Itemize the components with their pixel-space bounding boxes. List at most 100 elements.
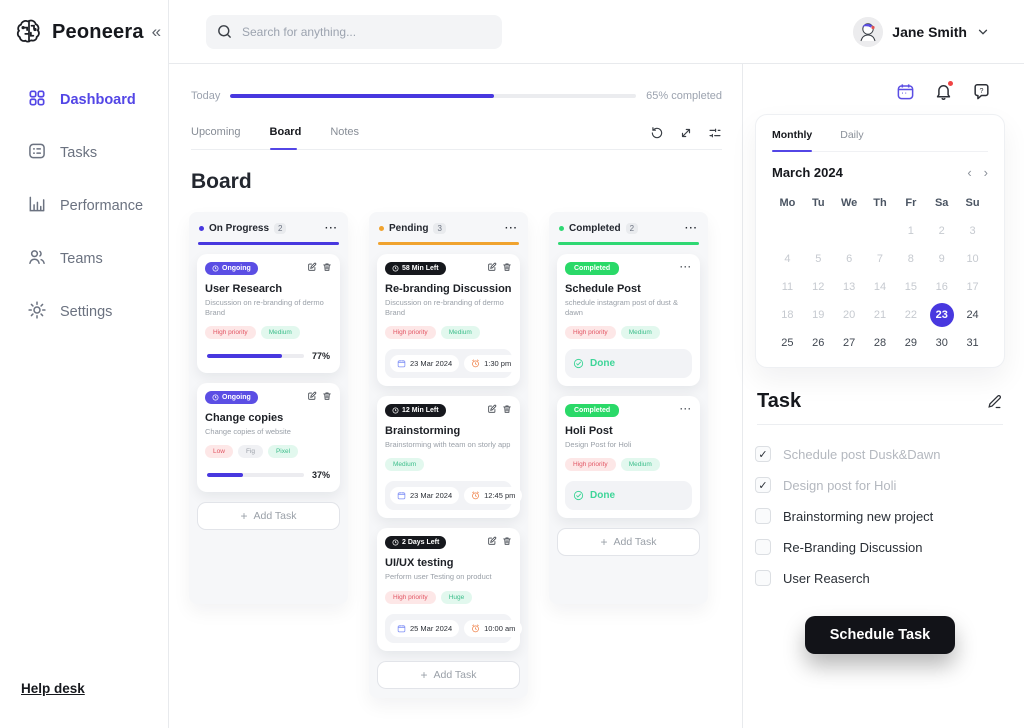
search-input[interactable]	[242, 24, 492, 39]
checkbox-checked[interactable]: ✓	[755, 446, 771, 462]
task-card[interactable]: 12 Min Left Brainstorming Brainstorming …	[377, 396, 523, 519]
delete-icon[interactable]	[502, 262, 512, 272]
calendar-day[interactable]: 30	[935, 336, 948, 349]
calendar-day[interactable]: 12	[812, 280, 825, 293]
user-menu[interactable]: Jane Smith	[853, 16, 990, 47]
add-task-button[interactable]: + Add Task	[197, 502, 340, 531]
calendar-day[interactable]: 31	[966, 336, 979, 349]
next-month-icon[interactable]: ›	[983, 165, 988, 180]
calendar-day[interactable]: 27	[843, 336, 856, 349]
task-card[interactable]: Ongoing Change copies Change copies of w…	[197, 383, 340, 493]
calendar-day[interactable]: 4	[784, 252, 791, 265]
calendar-day[interactable]: 9	[938, 252, 945, 265]
add-task-button[interactable]: + Add Task	[377, 660, 520, 689]
column-more-icon[interactable]: ···	[685, 223, 698, 234]
edit-icon[interactable]	[307, 262, 317, 272]
tab-upcoming[interactable]: Upcoming	[191, 126, 241, 138]
tag-pill: Pixel	[267, 445, 299, 459]
calendar-day[interactable]: 17	[966, 280, 979, 293]
sidebar-collapse-icon[interactable]: «	[151, 22, 162, 41]
calendar-day[interactable]: 3	[969, 224, 976, 237]
prev-month-icon[interactable]: ‹	[967, 165, 972, 180]
bell-icon[interactable]	[934, 81, 953, 101]
sidebar-item-settings[interactable]: Settings	[27, 300, 168, 324]
edit-icon[interactable]	[307, 391, 317, 401]
delete-icon[interactable]	[502, 404, 512, 414]
logo-row: Peoneera «	[0, 0, 168, 64]
task-label: Design post for Holi	[783, 477, 897, 493]
calendar-day[interactable]: 26	[812, 336, 825, 349]
check-circle-icon	[573, 359, 584, 369]
task-card[interactable]: 58 Min Left Re-branding Discussion Discu…	[377, 254, 520, 387]
search-box[interactable]	[206, 14, 502, 49]
calendar-day[interactable]: 10	[966, 252, 979, 265]
calendar-day[interactable]: 7	[876, 252, 884, 265]
column-header: Completed 2 ···	[557, 221, 700, 234]
card-title: Change copies	[205, 412, 284, 425]
schedule-task-button[interactable]: Schedule Task	[805, 616, 955, 654]
calendar-day[interactable]: 15	[904, 280, 917, 293]
help-desk-link[interactable]: Help desk	[21, 681, 85, 696]
column-more-icon[interactable]: ···	[325, 223, 338, 234]
task-card[interactable]: Ongoing User Research Discussion on re-b…	[197, 254, 340, 374]
calendar-day[interactable]: 1	[907, 224, 914, 237]
tab-tools	[650, 126, 722, 140]
calendar-day-selected[interactable]: 23	[926, 302, 957, 327]
calendar-day[interactable]: 5	[815, 252, 822, 265]
filter-sliders-icon[interactable]	[708, 126, 722, 140]
calendar-day[interactable]: 18	[781, 308, 794, 321]
sidebar-item-performance[interactable]: Performance	[27, 194, 168, 218]
help-chat-icon[interactable]: ?	[972, 82, 991, 101]
delete-icon[interactable]	[322, 391, 332, 401]
calendar-day[interactable]: 19	[812, 308, 825, 321]
delete-icon[interactable]	[322, 262, 332, 272]
column-dot	[559, 226, 564, 231]
edit-icon[interactable]	[487, 404, 497, 414]
checkbox-unchecked[interactable]	[755, 539, 771, 555]
history-icon[interactable]	[650, 126, 664, 140]
today-label: Today	[191, 90, 221, 102]
checkbox-unchecked[interactable]	[755, 570, 771, 586]
pencil-icon[interactable]	[986, 393, 1003, 410]
calendar-day[interactable]: 2	[938, 224, 945, 237]
task-card[interactable]: Completed ··· Holi Post Design Post for …	[557, 396, 700, 519]
task-card[interactable]: Completed ··· Schedule Post schedule ins…	[557, 254, 700, 387]
calendar-day[interactable]: 14	[873, 280, 887, 293]
delete-icon[interactable]	[502, 536, 512, 546]
calendar-day[interactable]: 22	[904, 308, 917, 321]
calendar-day[interactable]: 25	[781, 336, 794, 349]
calendar-day[interactable]: 29	[904, 336, 917, 349]
calendar-day[interactable]: 24	[966, 308, 979, 321]
calendar-day[interactable]: 16	[935, 280, 948, 293]
checkbox-unchecked[interactable]	[755, 508, 771, 524]
column-more-icon[interactable]: ···	[505, 223, 518, 234]
card-more-icon[interactable]: ···	[680, 404, 692, 415]
tag-pill: Low	[205, 445, 233, 459]
sidebar-item-teams[interactable]: Teams	[27, 247, 168, 271]
edit-icon[interactable]	[487, 262, 497, 272]
calendar-day[interactable]: 28	[873, 336, 887, 349]
edit-icon[interactable]	[487, 536, 497, 546]
task-card[interactable]: 2 Days Left UI/UX testing Perform user T…	[377, 528, 523, 651]
sidebar-item-dashboard[interactable]: Dashboard	[27, 88, 168, 112]
calendar-icon	[397, 360, 406, 368]
task-panel-title: Task	[757, 390, 802, 412]
calendar-day[interactable]: 11	[781, 280, 794, 293]
calendar-day[interactable]: 6	[846, 252, 853, 265]
card-done-row: Done	[565, 481, 692, 511]
tab-board[interactable]: Board	[269, 126, 302, 150]
tab-daily[interactable]: Daily	[840, 129, 864, 141]
calendar-day[interactable]: 20	[843, 308, 856, 321]
status-badge: 58 Min Left	[385, 262, 446, 275]
checkbox-checked[interactable]: ✓	[755, 477, 771, 493]
calendar-icon[interactable]	[896, 82, 915, 101]
tab-monthly[interactable]: Monthly	[772, 129, 813, 152]
card-more-icon[interactable]: ···	[680, 262, 692, 272]
add-task-button[interactable]: + Add Task	[557, 528, 700, 557]
tab-notes[interactable]: Notes	[330, 126, 360, 138]
sidebar-item-tasks[interactable]: Tasks	[27, 141, 168, 165]
calendar-day[interactable]: 21	[873, 308, 887, 321]
expand-icon[interactable]	[679, 126, 693, 140]
calendar-day[interactable]: 8	[907, 252, 914, 265]
calendar-day[interactable]: 13	[843, 280, 856, 293]
